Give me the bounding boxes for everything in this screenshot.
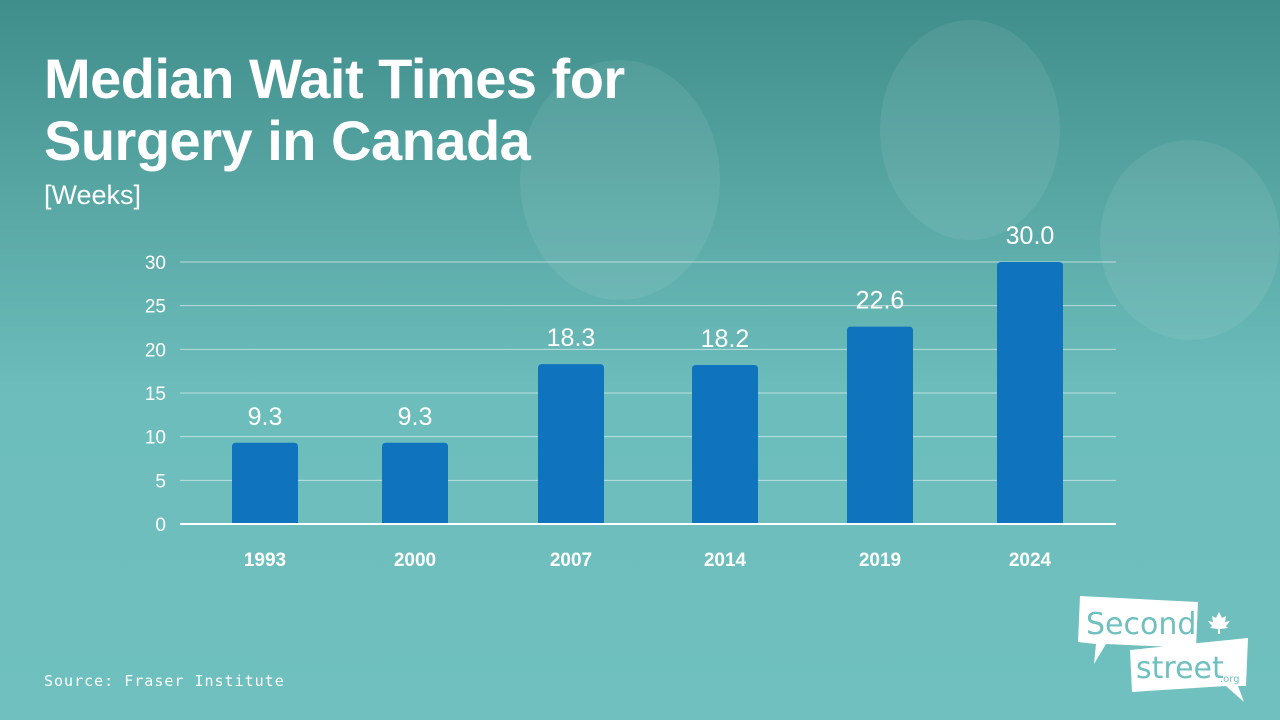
- source-note: Source: Fraser Institute: [44, 672, 285, 690]
- bar: [538, 364, 604, 524]
- y-tick-label: 0: [155, 515, 166, 536]
- background-photo-shape: [1100, 140, 1280, 340]
- bar: [997, 262, 1063, 524]
- x-tick-label: 2007: [550, 550, 592, 571]
- y-tick-label: 5: [155, 471, 166, 492]
- chart-subtitle: [Weeks]: [44, 180, 142, 210]
- x-tick-label: 2024: [1009, 550, 1052, 571]
- y-tick-label: 15: [145, 384, 166, 405]
- data-label: 30.0: [1006, 222, 1055, 250]
- y-tick-label: 25: [145, 297, 166, 318]
- title-line-2: Surgery in Canada: [44, 109, 531, 172]
- data-label: 9.3: [248, 403, 283, 431]
- x-tick-label: 2019: [859, 550, 901, 571]
- bar: [232, 442, 298, 524]
- bar: [382, 442, 448, 524]
- maple-leaf-icon: [1208, 612, 1230, 634]
- second-street-logo: Second street .org: [1078, 596, 1248, 702]
- bar: [692, 365, 758, 524]
- x-tick-label: 1993: [244, 550, 286, 571]
- x-tick-label: 2014: [704, 550, 747, 571]
- bar: [847, 326, 913, 524]
- data-label: 22.6: [856, 287, 905, 315]
- logo-text-suffix: .org: [1220, 674, 1240, 685]
- logo-text-line2: street: [1136, 651, 1224, 686]
- y-tick-label: 10: [145, 428, 166, 449]
- chart-title: Median Wait Times for Surgery in Canada: [44, 48, 625, 172]
- data-label: 18.3: [547, 324, 596, 352]
- data-label: 9.3: [398, 403, 433, 431]
- title-line-1: Median Wait Times for: [44, 47, 625, 110]
- background-photo-shape: [880, 20, 1060, 240]
- y-tick-label: 20: [145, 340, 166, 361]
- data-label: 18.2: [701, 325, 750, 353]
- x-tick-label: 2000: [394, 550, 436, 571]
- background-photo-shape: [520, 60, 720, 300]
- logo-text-line1: Second: [1086, 607, 1196, 642]
- y-tick-label: 30: [145, 253, 166, 274]
